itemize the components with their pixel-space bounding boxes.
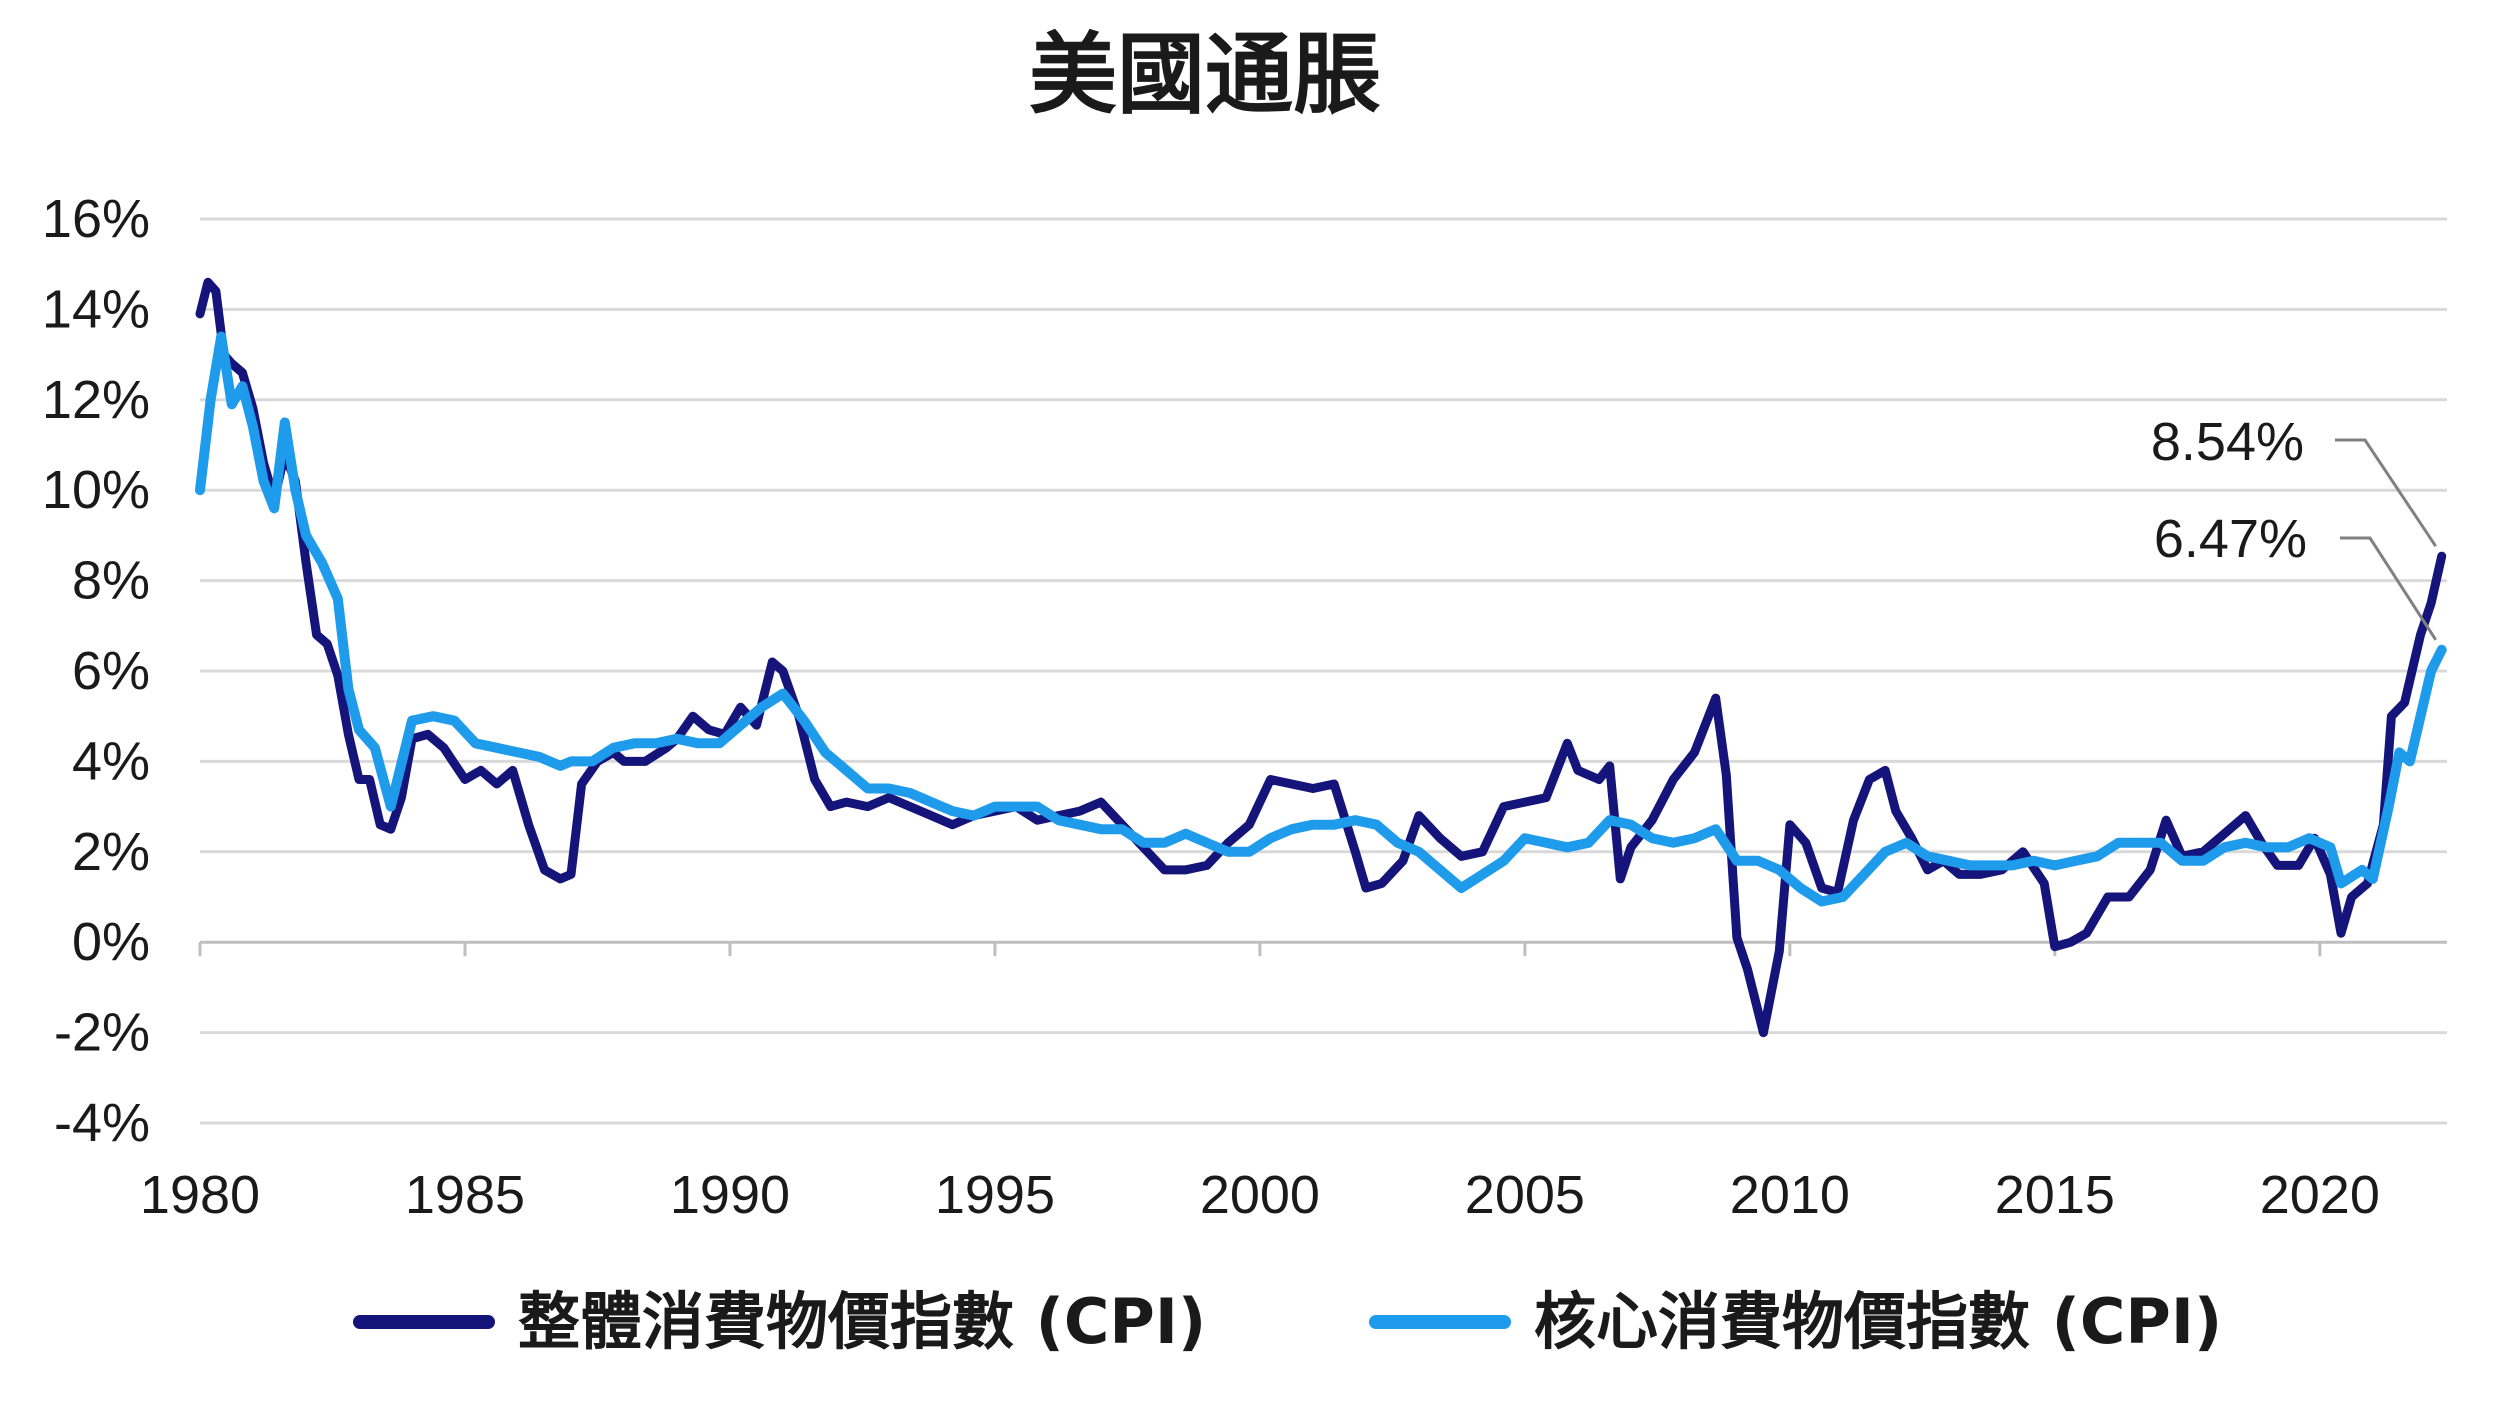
x-tick-label: 2010 [1730, 1165, 1850, 1225]
annotation-label: 6.47% [2154, 509, 2307, 569]
series-lines [195, 277, 2447, 1038]
legend-label: 整體消費物價指數 (CPI) [518, 1285, 1206, 1358]
grid-lines [200, 217, 2447, 1125]
y-tick-label: 4% [72, 731, 150, 791]
annotation-leader-line [2335, 438, 2437, 548]
y-tick-label: -4% [54, 1093, 150, 1153]
y-tick-label: -2% [54, 1003, 150, 1063]
x-tick-label: 1995 [935, 1165, 1055, 1225]
y-tick-label: 2% [72, 822, 150, 882]
chart-title: 美國通脹 [1029, 23, 1381, 126]
x-tick-label: 2000 [1200, 1165, 1320, 1225]
y-tick-label: 0% [72, 912, 150, 972]
y-axis-tick-labels: 16% 14% 12% 10% 8% 6% 4% 2% 0% -2% -4% [42, 189, 150, 1153]
annotation-leader-line [2340, 536, 2437, 641]
legend: 整體消費物價指數 (CPI) 核心消費物價指數 (CPI) [353, 1285, 2222, 1358]
y-tick-label: 12% [42, 370, 150, 430]
y-tick-label: 14% [42, 279, 150, 339]
x-axis-tick-labels: 1980 1985 1990 1995 2000 2005 2010 2015 2020 [140, 1165, 2380, 1225]
y-tick-label: 16% [42, 189, 150, 249]
x-tick-label: 1990 [670, 1165, 790, 1225]
x-tick-label: 2005 [1465, 1165, 1585, 1225]
y-tick-label: 6% [72, 641, 150, 701]
series-line-headline-cpi [195, 277, 2447, 1038]
x-axis [198, 940, 2447, 957]
y-tick-label: 8% [72, 551, 150, 611]
x-tick-label: 1985 [405, 1165, 525, 1225]
annotation-label: 8.54% [2151, 412, 2304, 472]
x-tick-label: 1980 [140, 1165, 260, 1225]
series-line-core-cpi [195, 331, 2447, 907]
x-tick-label: 2020 [2260, 1165, 2380, 1225]
legend-label: 核心消費物價指數 (CPI) [1534, 1285, 2222, 1358]
x-tick-label: 2015 [1995, 1165, 2115, 1225]
end-value-annotations: 8.54% 6.47% [2151, 412, 2437, 641]
y-tick-label: 10% [42, 460, 150, 520]
